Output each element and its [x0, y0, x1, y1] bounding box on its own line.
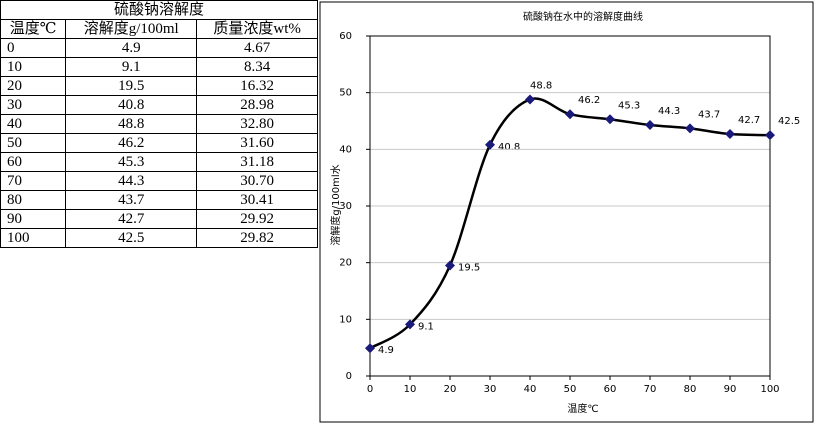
table-header: 质量浓度wt%	[196, 19, 318, 39]
table-cell: 4.9	[65, 38, 198, 58]
data-label: 42.7	[738, 115, 760, 126]
chart-border	[319, 1, 814, 423]
plot: 4.9 9.1 19.5 40.8 48.8 46.2 45.3 44.3 43.7 42.7 42…	[378, 80, 800, 356]
table-cell: 32.80	[196, 114, 318, 134]
y-tick-label: 60	[339, 31, 352, 42]
data-label: 40.8	[498, 142, 520, 153]
marker	[365, 343, 375, 354]
data-label: 45.3	[618, 100, 640, 111]
chart: 硫酸钠在水中的溶解度曲线 温度℃ 溶解度g/100ml水 4.99.119.54…	[319, 1, 814, 423]
marker	[445, 260, 455, 271]
y-tick-label: 40	[339, 144, 352, 155]
solubility-table: 硫酸钠溶解度 温度℃ 溶解度g/100ml 质量浓度wt% 0 4.9 4.67 10 9.…	[0, 0, 318, 248]
table-header: 温度℃	[0, 19, 67, 39]
table-cell: 60	[0, 152, 67, 172]
y-tick-label: 50	[339, 88, 352, 99]
table-cell: 43.7	[65, 190, 198, 210]
marker	[685, 123, 695, 134]
data-label: 43.7	[698, 109, 720, 120]
x-tick-label: 10	[404, 384, 417, 395]
table-cell: 90	[0, 209, 67, 229]
data-label: 42.5	[778, 116, 800, 127]
data-label: 4.9	[378, 345, 394, 356]
data-label: 9.1	[418, 321, 434, 332]
table-cell: 45.3	[65, 152, 198, 172]
x-tick-label: 70	[644, 384, 657, 395]
table-cell: 42.7	[65, 209, 198, 229]
chart-title: 硫酸钠在水中的溶解度曲线	[523, 10, 643, 23]
x-tick-label: 30	[484, 384, 497, 395]
table-cell: 29.92	[196, 209, 318, 229]
y-tick-label: 10	[339, 314, 352, 325]
table-cell: 20	[0, 76, 67, 96]
table-cell: 31.60	[196, 133, 318, 153]
table-cell: 46.2	[65, 133, 198, 153]
table-cell: 10	[0, 57, 67, 77]
marker	[605, 114, 615, 125]
table-header: 溶解度g/100ml	[65, 19, 198, 39]
table-cell: 29.82	[196, 228, 318, 248]
table-cell: 30.70	[196, 171, 318, 191]
x-tick-label: 20	[444, 384, 457, 395]
marker	[405, 319, 415, 330]
table-cell: 48.8	[65, 114, 198, 134]
data-label: 46.2	[578, 95, 600, 106]
marker	[565, 109, 575, 120]
line	[369, 97, 771, 350]
data-label: 48.8	[530, 80, 552, 91]
marker	[485, 139, 495, 150]
table-cell: 0	[0, 38, 67, 58]
table-cell: 19.5	[65, 76, 198, 96]
y-tick-label: 20	[339, 258, 352, 269]
data-label: 19.5	[458, 263, 480, 274]
table-cell: 31.18	[196, 152, 318, 172]
table-cell: 40	[0, 114, 67, 134]
marker	[645, 119, 655, 130]
y-tick-label: 30	[339, 201, 352, 212]
table-cell: 80	[0, 190, 67, 210]
y-tick-label: 0	[346, 371, 352, 382]
table-cell: 9.1	[65, 57, 198, 77]
x-tick-label: 80	[684, 384, 697, 395]
table-cell: 4.67	[196, 38, 318, 58]
table-title: 硫酸钠溶解度	[0, 0, 318, 20]
marker	[525, 94, 535, 105]
table-cell: 40.8	[65, 95, 198, 115]
plot-frame	[369, 35, 771, 377]
x-tick-label: 0	[367, 384, 373, 395]
table-cell: 16.32	[196, 76, 318, 96]
data-label: 44.3	[658, 106, 680, 117]
x-axis-label: 温度℃	[567, 402, 598, 415]
marker	[725, 129, 735, 140]
table-cell: 8.34	[196, 57, 318, 77]
x-tick-label: 40	[524, 384, 537, 395]
x-tick-label: 100	[760, 384, 779, 395]
x-tick-label: 50	[564, 384, 577, 395]
table-cell: 30.41	[196, 190, 318, 210]
table-cell: 42.5	[65, 228, 198, 248]
table-cell: 70	[0, 171, 67, 191]
table-cell: 44.3	[65, 171, 198, 191]
table-cell: 30	[0, 95, 67, 115]
table-cell: 28.98	[196, 95, 318, 115]
table-cell: 50	[0, 133, 67, 153]
x-tick-label: 90	[724, 384, 737, 395]
y-axis-label: 溶解度g/100ml水	[329, 164, 342, 245]
table-cell: 100	[0, 228, 67, 248]
marker	[765, 130, 775, 141]
x-tick-label: 60	[604, 384, 617, 395]
